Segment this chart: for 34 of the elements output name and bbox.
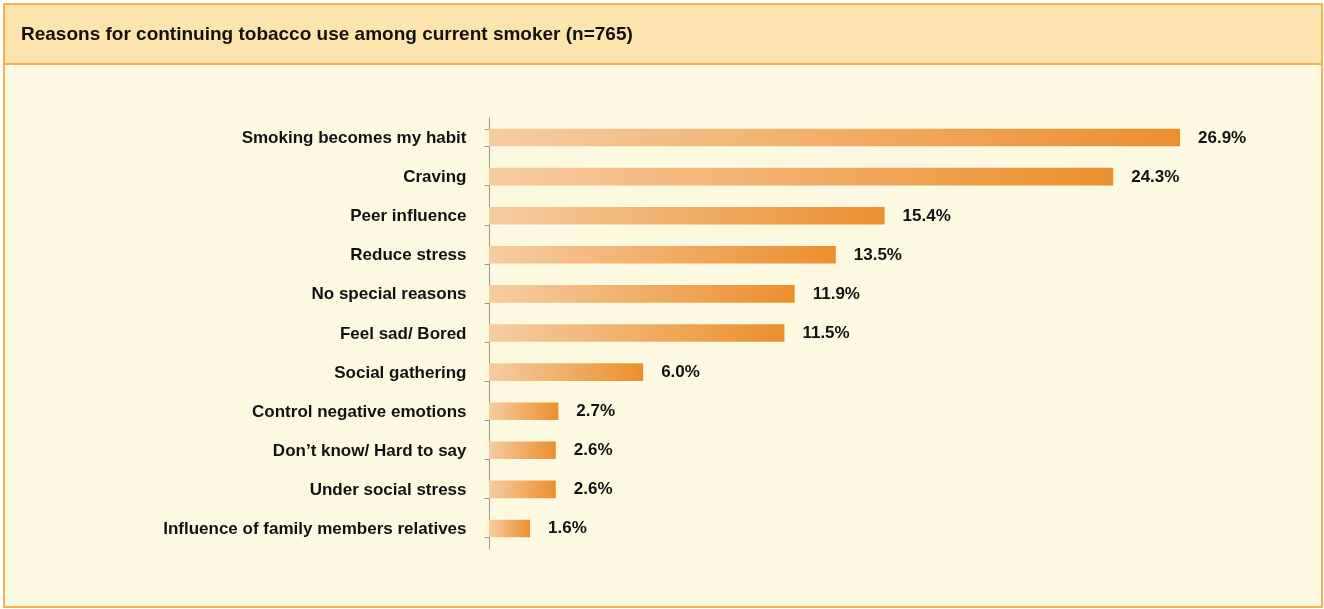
data-label: 15.4% [902,205,951,225]
y-tick-label: Under social stress [309,479,467,499]
y-tick-label: Reduce stress [350,245,467,265]
bar [489,246,836,264]
y-tick-label: No special reasons [311,284,467,304]
data-label: 2.7% [576,401,616,421]
bar [489,285,795,303]
bar [489,519,531,538]
bar [489,167,1114,186]
data-label: 11.5% [802,323,850,342]
bar [489,441,556,460]
y-tick-label: Craving [403,167,467,187]
bar [489,324,785,342]
data-label: 1.6% [548,518,587,538]
bar [489,206,885,225]
data-label: 26.9% [1198,127,1247,147]
y-tick-label: Influence of family members relatives [163,518,467,538]
y-tick-label: Smoking becomes my habit [241,128,467,148]
y-tick-label: Control negative emotions [252,401,467,421]
y-tick-label: Feel sad/ Bored [339,323,467,343]
data-label: 2.6% [573,440,613,460]
bar [489,128,1180,147]
y-tick-label: Don’t know/ Hard to say [272,440,468,460]
y-tick-label: Social gathering [334,362,467,382]
data-label: 13.5% [853,244,902,264]
bar [489,402,559,420]
y-tick-label: Peer influence [350,206,467,226]
data-label: 2.6% [573,479,613,499]
text: Reasons for continuing tobacco use among current smoker (n=765) [5,5,1321,65]
data-label: 11.9% [812,283,860,303]
data-label: 6.0% [661,362,700,382]
bar [489,480,556,499]
bar [489,363,644,381]
data-label: 24.3% [1131,166,1180,186]
